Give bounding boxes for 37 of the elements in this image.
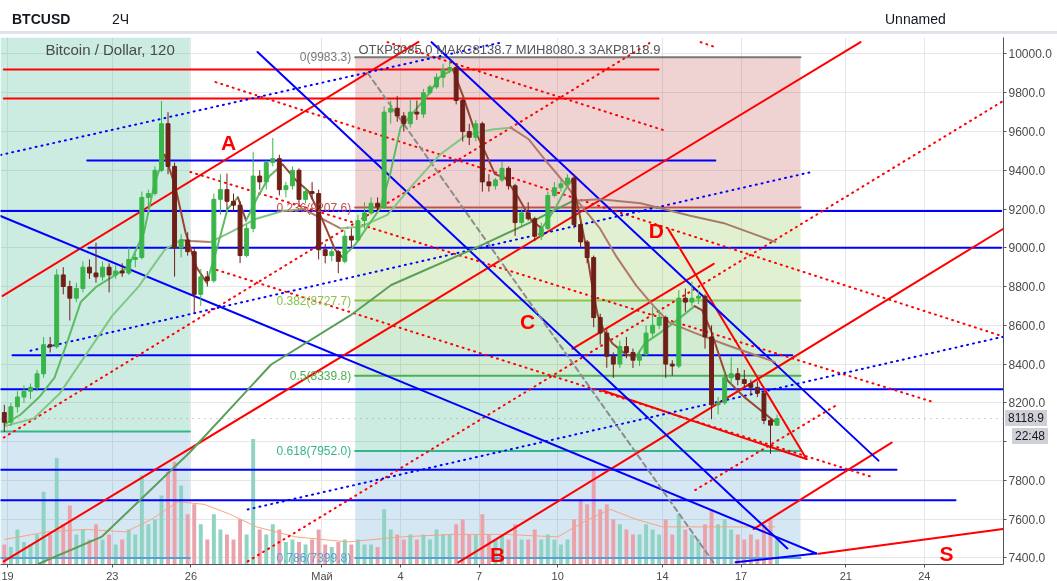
x-tick-label: 7 [476,569,483,581]
y-tick-label: 9800.0 [1008,86,1046,101]
y-tick-label: 9000.0 [1008,241,1046,256]
y-tick-label: 8200.0 [1008,396,1046,411]
x-tick-label: 24 [918,569,931,581]
y-tick-label: 7800.0 [1008,473,1046,488]
x-tick-label: 4 [397,569,404,581]
annotation: S [939,542,954,565]
x-tick-label: 14 [656,569,669,581]
y-tick-label: 8400.0 [1008,357,1046,372]
text: Unnamed [885,10,946,29]
x-tick-label: 17 [734,569,748,581]
annotation: D [648,218,665,242]
annotation: C [519,310,536,333]
y-tick-label: 8800.0 [1008,280,1046,295]
y-tick-label: 7600.0 [1008,512,1046,527]
x-tick-label: 10 [551,569,564,581]
y-tick-label: 10000.0 [1008,47,1053,62]
chart-title: Bitcoin / Dollar, 120 [45,41,175,58]
y-tick-label: 7400.0 [1008,551,1046,566]
y-tick-label: 9200.0 [1008,202,1046,217]
y-tick-label: 8600.0 [1008,318,1046,333]
x-tick-label: 26 [184,569,198,581]
ref-line-label: 8118.9 [1005,410,1047,426]
y-tick-label: 9400.0 [1008,163,1046,178]
series-label: 0.618(7952.0) [276,443,352,458]
x-tick-label: Май [311,569,333,581]
annotation: B [490,542,506,566]
text: BTCUSD [12,10,71,29]
annotation: A [220,131,237,154]
series-label: 0(9983.3) [299,50,352,65]
text: 2Ч [112,10,130,29]
y-tick-label: 9600.0 [1008,125,1046,139]
x-tick-label: 23 [106,569,119,581]
x-tick-label: 19 [1,569,14,581]
x-tick-label: 21 [839,569,852,581]
text: 22:48 [1012,428,1049,444]
